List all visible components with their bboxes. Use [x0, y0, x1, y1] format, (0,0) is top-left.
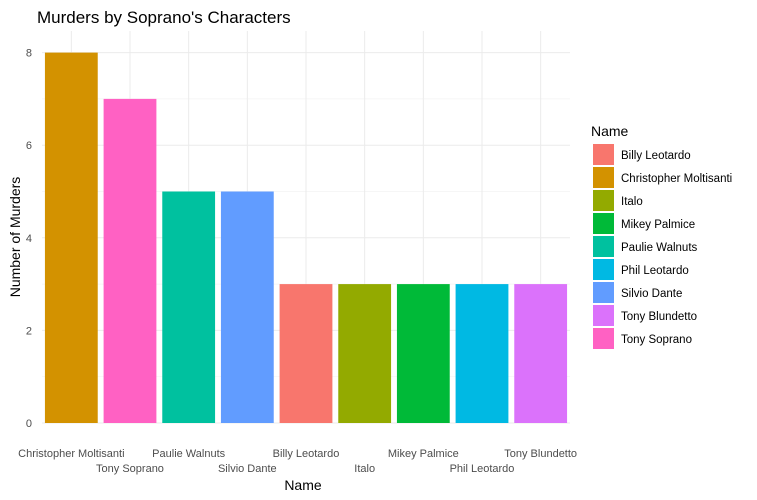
legend-label: Silvio Dante: [621, 288, 682, 300]
bar: [338, 284, 392, 423]
legend-label: Phil Leotardo: [621, 265, 689, 277]
y-tick-labels: 0 2 4 6 8: [26, 48, 32, 430]
bar: [455, 284, 509, 423]
bar: [514, 284, 568, 423]
bar: [396, 284, 450, 423]
y-tick-label: 8: [26, 48, 32, 60]
legend-key: [593, 144, 614, 165]
legend: Billy Leotardo Christopher Moltisanti Ital…: [593, 144, 732, 349]
legend-label: Paulie Walnuts: [621, 242, 698, 254]
legend-label: Billy Leotardo: [621, 150, 691, 162]
x-tick-label: Tony Soprano: [96, 463, 164, 475]
chart-title: Murders by Soprano's Characters: [37, 8, 291, 27]
legend-label: Italo: [621, 196, 643, 208]
bar: [279, 284, 333, 423]
y-tick-label: 6: [26, 140, 32, 152]
legend-title: Name: [591, 123, 629, 139]
legend-key: [593, 213, 614, 234]
legend-key: [593, 190, 614, 211]
bars: [44, 52, 568, 424]
legend-label: Mikey Palmice: [621, 219, 695, 231]
x-axis-title: Name: [284, 477, 322, 493]
y-tick-label: 4: [26, 233, 32, 245]
bar: [162, 191, 216, 423]
x-tick-label: Mikey Palmice: [388, 448, 459, 460]
x-tick-label: Christopher Moltisanti: [18, 448, 124, 460]
legend-key: [593, 167, 614, 188]
bar: [44, 52, 98, 423]
y-tick-label: 2: [26, 325, 32, 337]
legend-label: Tony Soprano: [621, 334, 692, 346]
legend-key: [593, 282, 614, 303]
legend-key: [593, 305, 614, 326]
x-tick-label: Silvio Dante: [218, 463, 277, 475]
x-tick-label: Paulie Walnuts: [152, 448, 225, 460]
legend-key: [593, 328, 614, 349]
x-tick-labels: Christopher Moltisanti Tony Soprano Paulie…: [18, 448, 577, 475]
bar: [103, 98, 157, 424]
bar: [220, 191, 274, 423]
legend-key: [593, 236, 614, 257]
x-tick-label: Tony Blundetto: [504, 448, 577, 460]
legend-label: Tony Blundetto: [621, 311, 697, 323]
legend-key: [593, 259, 614, 280]
x-tick-label: Italo: [354, 463, 375, 475]
y-tick-label: 0: [26, 418, 32, 430]
x-tick-label: Phil Leotardo: [450, 463, 515, 475]
x-tick-label: Billy Leotardo: [273, 448, 340, 460]
legend-label: Christopher Moltisanti: [621, 173, 732, 185]
y-axis-title: Number of Murders: [7, 177, 23, 298]
